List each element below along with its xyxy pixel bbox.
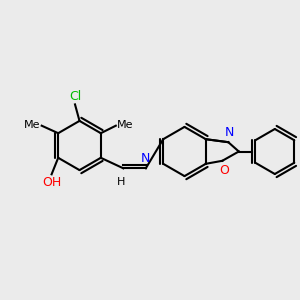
Text: H: H — [117, 177, 125, 187]
Text: OH: OH — [42, 176, 61, 189]
Text: Me: Me — [24, 120, 41, 130]
Text: Me: Me — [117, 120, 133, 130]
Text: N: N — [141, 152, 151, 165]
Text: O: O — [219, 164, 229, 177]
Text: Cl: Cl — [69, 90, 81, 103]
Text: N: N — [225, 126, 235, 139]
